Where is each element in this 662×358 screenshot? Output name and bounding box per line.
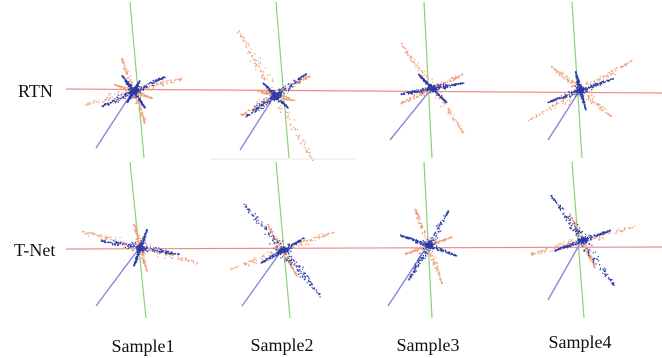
cloud-core [269, 90, 282, 100]
z-axis-line [95, 246, 141, 307]
z-axis-line [547, 239, 583, 301]
sample-panel [85, 1, 183, 159]
z-axis-line [95, 90, 134, 149]
x-axis-line [65, 88, 662, 94]
sample-panel [236, 1, 314, 161]
z-axis-line [239, 94, 276, 151]
cloud-core [132, 243, 148, 253]
z-axis-line [387, 244, 429, 307]
reference-point-cloud [85, 58, 183, 124]
aligned-point-cloud [547, 71, 614, 111]
y-axis-line [275, 1, 290, 159]
sample-panel [530, 161, 635, 319]
z-axis-line [389, 87, 433, 141]
y-axis-line [129, 161, 147, 319]
reference-point-cloud [82, 223, 199, 272]
column-label-sample3: Sample3 [396, 335, 460, 355]
sample-panel [387, 161, 458, 319]
cloud-core [275, 246, 292, 256]
sample-panel [82, 161, 199, 319]
y-axis-line [275, 161, 291, 319]
column-label-sample2: Sample2 [250, 335, 314, 355]
cloud-core [125, 87, 140, 97]
sample-panel [528, 1, 633, 159]
sample-panel [230, 161, 335, 319]
y-axis-line [129, 1, 145, 159]
cloud-core [425, 84, 440, 94]
z-axis-line [547, 89, 581, 141]
cloud-core [574, 85, 587, 96]
row-label-rtn: RTN [18, 81, 53, 101]
cloud-core [577, 236, 590, 245]
row-label-tnet: T-Net [14, 240, 56, 260]
sample-grid [65, 1, 662, 319]
z-axis-line [241, 249, 283, 307]
aligned-point-cloud [400, 210, 458, 281]
column-label-sample1: Sample1 [111, 336, 175, 356]
aligned-point-cloud [243, 203, 321, 298]
sample-panel [389, 1, 465, 159]
cloud-core [420, 240, 436, 250]
column-label-sample4: Sample4 [548, 332, 612, 352]
